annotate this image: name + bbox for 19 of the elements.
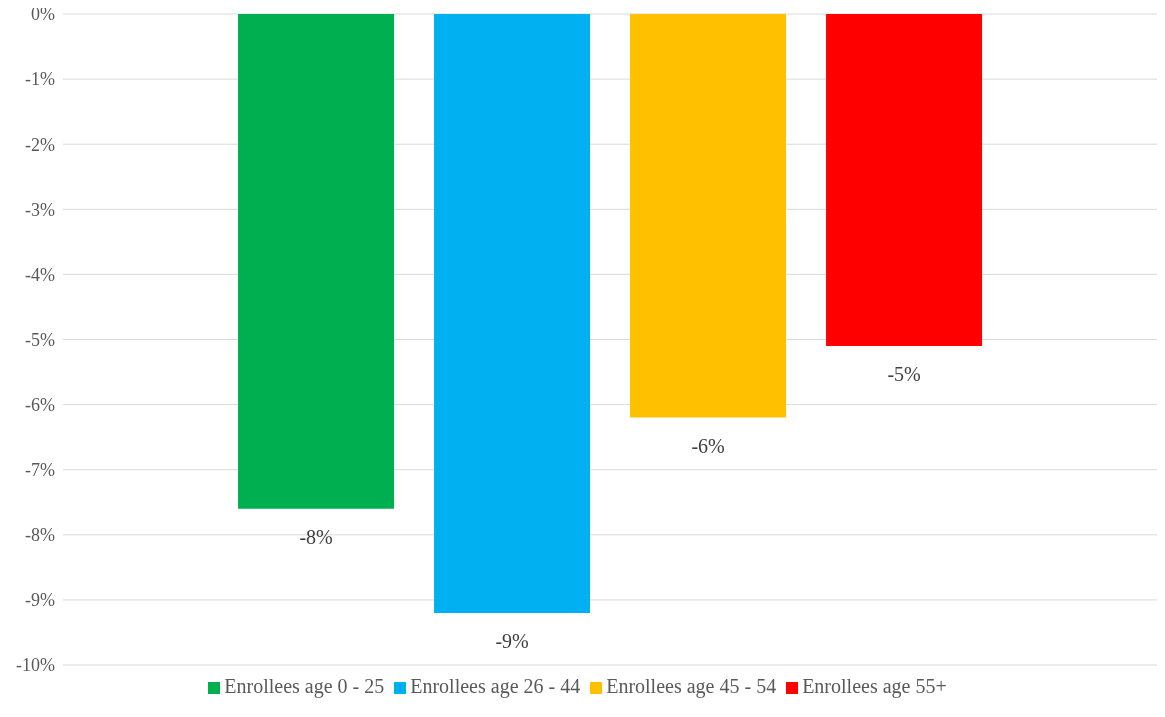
data-label: -9%: [495, 629, 529, 652]
y-tick-label: -3%: [25, 199, 55, 220]
legend-label: Enrollees age 0 - 25: [224, 675, 385, 697]
legend-label: Enrollees age 26 - 44: [410, 675, 581, 697]
data-label: -8%: [299, 525, 333, 548]
data-label: -5%: [887, 363, 921, 386]
y-tick-label: -8%: [25, 525, 55, 546]
y-tick-label: -1%: [25, 69, 55, 90]
data-label: -6%: [691, 434, 725, 457]
y-tick-label: -4%: [25, 264, 55, 285]
y-tick-label: 0%: [31, 4, 55, 25]
legend-label: Enrollees age 55+: [802, 675, 947, 697]
y-tick-label: -2%: [25, 134, 55, 155]
y-tick-label: -9%: [25, 590, 55, 611]
y-tick-label: -5%: [25, 329, 55, 350]
y-tick-label: -6%: [25, 394, 55, 415]
y-tick-label: -7%: [25, 460, 55, 481]
legend-label: Enrollees age 45 - 54: [606, 675, 777, 697]
y-tick-label: -10%: [16, 655, 55, 676]
